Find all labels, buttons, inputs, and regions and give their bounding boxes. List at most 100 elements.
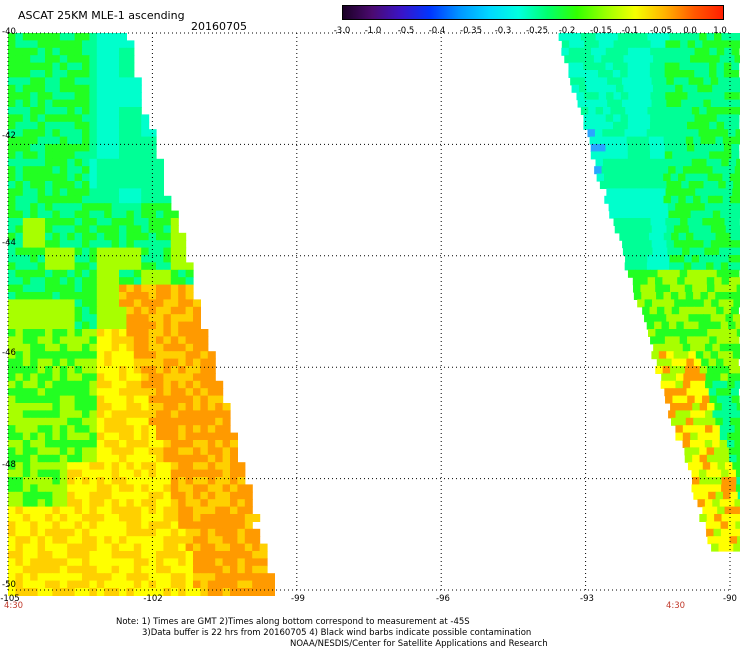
wind-cell (170, 232, 179, 241)
wind-cell (89, 55, 98, 64)
wind-cell (126, 410, 135, 419)
wind-cell (15, 403, 24, 411)
wind-cell (45, 425, 53, 434)
wind-cell (45, 484, 53, 493)
wind-cell (561, 40, 570, 49)
wind-cell (597, 136, 606, 145)
wind-cell (104, 314, 113, 323)
wind-cell (22, 573, 31, 582)
wind-cell (713, 321, 722, 330)
wind-cell (15, 40, 24, 49)
wind-cell (662, 284, 671, 293)
wind-cell (700, 195, 709, 204)
wind-cell (185, 543, 194, 552)
wind-cell (126, 299, 135, 308)
wind-cell (728, 447, 737, 456)
wind-cell (15, 469, 24, 478)
wind-cell (712, 210, 721, 219)
wind-cell (37, 380, 46, 389)
wind-cell (259, 543, 268, 552)
wind-cell (15, 62, 24, 71)
wind-cell (735, 373, 740, 382)
wind-cell (673, 181, 682, 189)
wind-cell (605, 62, 614, 71)
wind-cell (111, 484, 120, 493)
wind-cell (178, 366, 187, 374)
wind-cell (74, 269, 83, 278)
wind-cell (679, 269, 688, 278)
wind-cell (133, 329, 142, 337)
wind-cell (133, 388, 142, 397)
wind-cell (728, 469, 737, 478)
wind-cell (675, 425, 684, 434)
wind-cell (126, 558, 135, 567)
wind-cell (737, 536, 740, 545)
wind-cell (59, 107, 68, 115)
wind-cell (215, 588, 224, 596)
wind-cell (111, 129, 120, 138)
wind-cell (156, 477, 164, 485)
wind-cell (104, 84, 113, 93)
wind-cell (52, 425, 61, 434)
wind-cell (133, 284, 142, 293)
wind-cell (8, 447, 16, 456)
wind-cell (45, 292, 53, 300)
wind-cell (604, 173, 613, 182)
wind-cell (193, 358, 201, 367)
wind-cell (673, 351, 682, 360)
wind-cell (222, 447, 231, 456)
wind-cell (45, 225, 53, 234)
wind-cell (15, 158, 24, 167)
wind-cell (156, 454, 164, 463)
wind-cell (644, 314, 653, 323)
wind-cell (119, 388, 127, 397)
wind-cell (22, 188, 31, 197)
wind-cell (52, 92, 61, 101)
wind-cell (667, 84, 676, 93)
wind-cell (728, 477, 737, 485)
wind-cell (89, 366, 98, 374)
wind-cell (126, 47, 135, 56)
wind-cell (252, 543, 261, 552)
wind-cell (687, 188, 696, 197)
wind-cell (96, 84, 105, 93)
wind-cell (653, 166, 662, 175)
wind-cell (133, 366, 142, 374)
wind-cell (200, 506, 209, 515)
wind-cell (37, 425, 46, 434)
wind-cell (679, 70, 688, 78)
wind-cell (207, 380, 216, 389)
wind-cell (230, 477, 238, 485)
wind-cell (601, 166, 610, 175)
wind-cell (82, 588, 90, 596)
wind-cell (111, 55, 120, 64)
wind-cell (703, 181, 712, 189)
wind-cell (96, 573, 105, 582)
wind-cell (207, 477, 216, 485)
wind-cell (697, 84, 706, 93)
wind-cell (111, 299, 120, 308)
wind-cell (104, 144, 113, 152)
wind-cell (74, 314, 83, 323)
wind-cell (699, 366, 708, 374)
wind-cell (699, 284, 708, 293)
wind-cell (675, 166, 684, 175)
wind-cell (683, 210, 692, 219)
wind-cell (658, 77, 667, 86)
wind-cell (126, 477, 135, 485)
wind-cell (687, 40, 696, 49)
wind-cell (67, 107, 76, 115)
wind-cell (661, 373, 670, 382)
wind-cell (45, 151, 53, 160)
wind-cell (646, 210, 655, 219)
wind-cell (677, 403, 686, 411)
wind-cell (22, 558, 31, 567)
wind-cell (74, 521, 83, 530)
wind-cell (133, 432, 142, 441)
wind-cell (193, 536, 201, 545)
wind-cell (8, 129, 16, 138)
wind-cell (734, 499, 740, 508)
wind-cell (8, 173, 16, 182)
wind-cell (30, 528, 39, 537)
wind-cell (30, 70, 39, 78)
